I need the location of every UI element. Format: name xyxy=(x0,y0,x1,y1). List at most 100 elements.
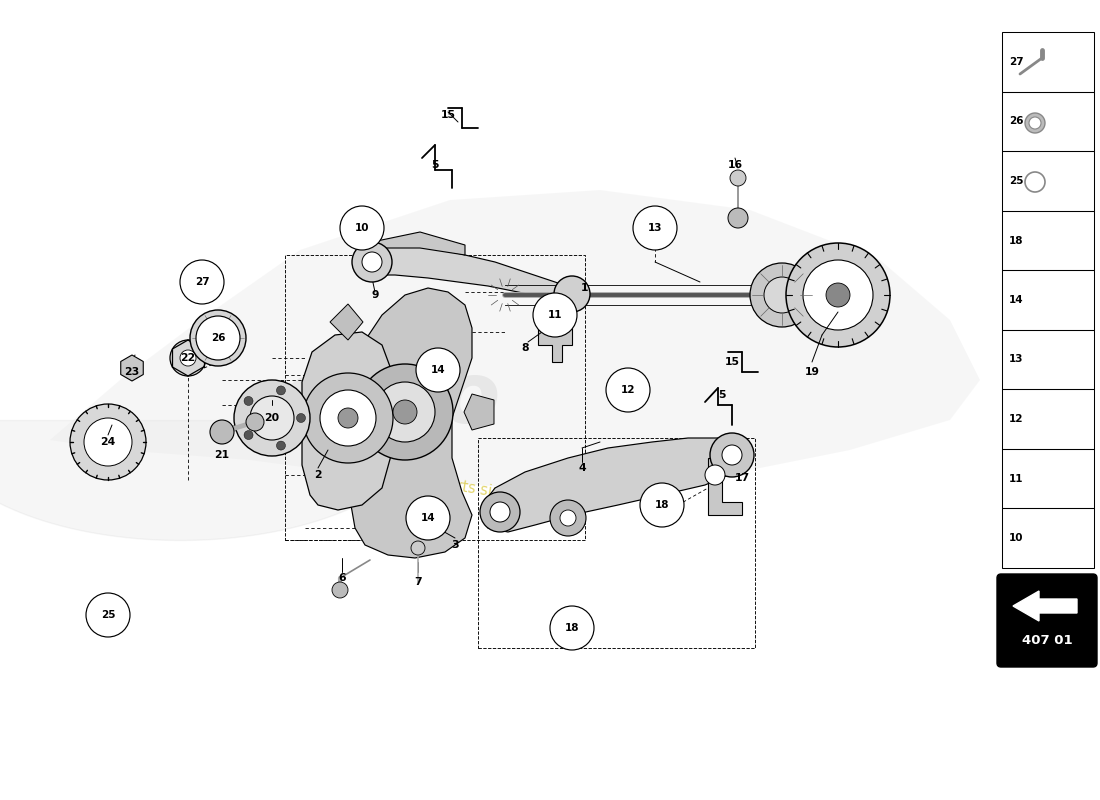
Text: 22: 22 xyxy=(180,353,196,363)
Circle shape xyxy=(1028,117,1041,129)
Text: 14: 14 xyxy=(420,513,436,523)
Text: 12: 12 xyxy=(1009,414,1023,424)
Text: 18: 18 xyxy=(564,623,580,633)
Text: euro: euro xyxy=(280,358,502,442)
Circle shape xyxy=(705,465,725,485)
Polygon shape xyxy=(302,332,392,510)
Text: 17: 17 xyxy=(735,473,749,483)
Polygon shape xyxy=(1013,591,1077,621)
Circle shape xyxy=(375,382,434,442)
Circle shape xyxy=(352,242,392,282)
Circle shape xyxy=(560,510,576,526)
Text: 5: 5 xyxy=(718,390,726,400)
Text: 18: 18 xyxy=(1009,235,1023,246)
Circle shape xyxy=(722,445,742,465)
Circle shape xyxy=(803,260,873,330)
Text: 25: 25 xyxy=(101,610,116,620)
Circle shape xyxy=(728,208,748,228)
Circle shape xyxy=(202,322,234,354)
Circle shape xyxy=(632,206,676,250)
Text: 8: 8 xyxy=(521,343,529,353)
Polygon shape xyxy=(368,245,572,300)
Circle shape xyxy=(338,408,358,428)
Circle shape xyxy=(320,390,376,446)
Polygon shape xyxy=(330,304,363,340)
Text: 11: 11 xyxy=(1009,474,1023,483)
Text: 27: 27 xyxy=(195,277,209,287)
Circle shape xyxy=(246,413,264,431)
Bar xyxy=(1002,32,1094,92)
Circle shape xyxy=(764,277,800,313)
Text: 24: 24 xyxy=(100,437,116,447)
Text: 25: 25 xyxy=(1009,176,1023,186)
Text: 10: 10 xyxy=(1009,533,1023,543)
Polygon shape xyxy=(50,190,980,490)
Text: 2: 2 xyxy=(315,470,322,480)
Text: 5: 5 xyxy=(431,160,439,170)
Text: 6: 6 xyxy=(338,573,345,583)
Text: 19: 19 xyxy=(804,367,820,377)
Bar xyxy=(1002,508,1094,568)
Bar xyxy=(1002,210,1094,270)
Circle shape xyxy=(276,441,286,450)
Text: 10: 10 xyxy=(354,223,370,233)
Bar xyxy=(1002,330,1094,390)
Circle shape xyxy=(297,414,306,422)
Text: 27: 27 xyxy=(1009,57,1024,67)
Bar xyxy=(1002,449,1094,508)
Text: 14: 14 xyxy=(1009,295,1024,305)
Text: 21: 21 xyxy=(214,450,230,460)
Circle shape xyxy=(606,368,650,412)
Circle shape xyxy=(170,340,206,376)
Circle shape xyxy=(534,293,578,337)
Circle shape xyxy=(550,500,586,536)
Circle shape xyxy=(490,502,510,522)
Circle shape xyxy=(244,397,253,406)
Circle shape xyxy=(786,243,890,347)
Circle shape xyxy=(195,285,209,299)
Circle shape xyxy=(244,430,253,439)
Circle shape xyxy=(302,373,393,463)
Circle shape xyxy=(340,206,384,250)
Circle shape xyxy=(196,316,240,360)
Circle shape xyxy=(554,276,590,312)
Polygon shape xyxy=(538,328,572,362)
Text: 4: 4 xyxy=(579,463,586,473)
Polygon shape xyxy=(121,355,143,381)
Circle shape xyxy=(180,350,196,366)
Polygon shape xyxy=(342,288,472,558)
Circle shape xyxy=(826,283,850,307)
Circle shape xyxy=(276,386,286,395)
Circle shape xyxy=(250,396,294,440)
Text: 16: 16 xyxy=(727,160,742,170)
Bar xyxy=(285,255,585,540)
FancyBboxPatch shape xyxy=(997,574,1097,667)
Bar xyxy=(1002,151,1094,210)
Text: 407 01: 407 01 xyxy=(1022,634,1072,646)
Circle shape xyxy=(84,418,132,466)
Circle shape xyxy=(362,252,382,272)
Circle shape xyxy=(640,483,684,527)
Text: 23: 23 xyxy=(124,367,140,377)
Circle shape xyxy=(180,260,224,304)
Text: 1: 1 xyxy=(581,283,589,293)
Circle shape xyxy=(750,263,814,327)
Text: 13: 13 xyxy=(1009,354,1023,365)
Circle shape xyxy=(86,593,130,637)
Circle shape xyxy=(210,420,234,444)
Circle shape xyxy=(1025,113,1045,133)
Circle shape xyxy=(234,380,310,456)
Text: 3: 3 xyxy=(451,540,459,550)
Text: 15: 15 xyxy=(725,357,739,367)
Text: 11: 11 xyxy=(548,310,562,320)
Circle shape xyxy=(730,170,746,186)
Circle shape xyxy=(406,496,450,540)
Text: 13: 13 xyxy=(648,223,662,233)
Text: 14: 14 xyxy=(431,365,446,375)
Circle shape xyxy=(416,348,460,392)
Text: 20: 20 xyxy=(264,413,279,423)
Text: 12: 12 xyxy=(620,385,636,395)
Circle shape xyxy=(358,364,453,460)
Text: a passion for parts since 1985: a passion for parts since 1985 xyxy=(340,460,561,510)
Circle shape xyxy=(332,582,348,598)
